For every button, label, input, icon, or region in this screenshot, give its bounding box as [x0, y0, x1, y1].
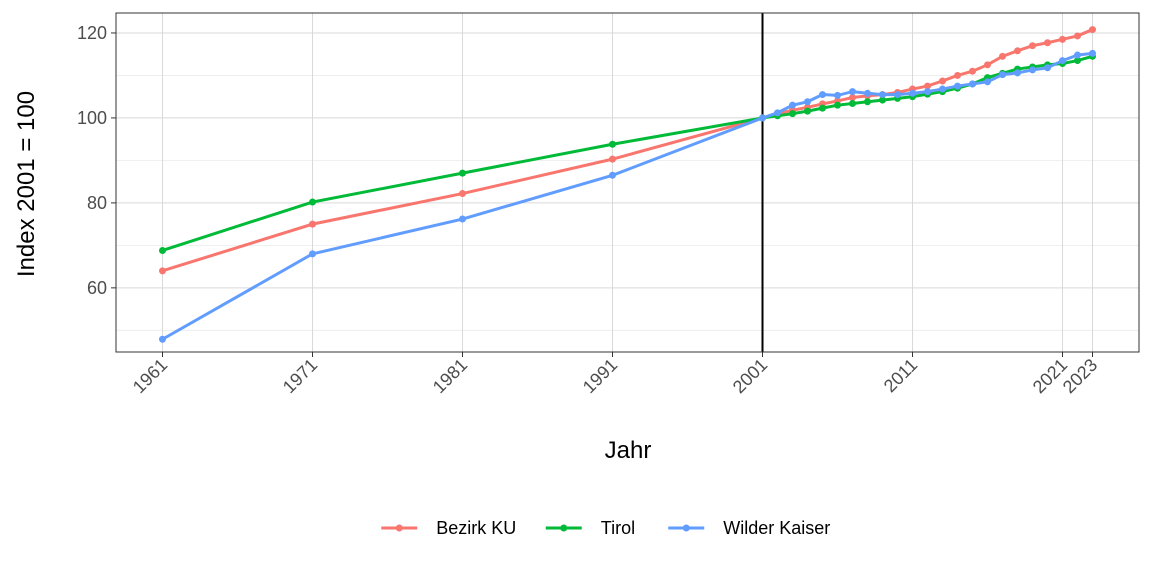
data-point: [459, 190, 466, 198]
data-point: [459, 169, 466, 177]
y-tick-label: 80: [87, 193, 107, 213]
data-point: [309, 250, 316, 258]
data-point: [1044, 39, 1051, 47]
x-tick-label: 1961: [129, 355, 171, 397]
data-point: [984, 61, 991, 69]
x-tick-label: 1971: [279, 355, 321, 397]
legend-label: Tirol: [601, 518, 635, 538]
y-tick-label: 120: [77, 23, 107, 43]
data-point: [954, 71, 961, 79]
data-point: [1059, 57, 1066, 65]
data-point: [864, 98, 871, 106]
x-tick-label: 2023: [1059, 355, 1101, 397]
legend-marker: [395, 524, 403, 532]
data-point: [954, 82, 961, 90]
x-tick-label: 2001: [729, 355, 771, 397]
data-point: [759, 114, 766, 122]
data-point: [459, 215, 466, 223]
data-point: [159, 267, 166, 275]
data-point: [969, 67, 976, 75]
data-point: [879, 96, 886, 104]
y-axis-title: Index 2001 = 100: [13, 91, 40, 277]
x-tick-label: 2011: [880, 355, 922, 397]
plot-border: [115, 12, 1140, 353]
data-point: [834, 101, 841, 109]
x-tick-label: 1981: [429, 355, 471, 397]
data-point: [999, 52, 1006, 60]
data-point: [1089, 49, 1096, 57]
data-point: [309, 220, 316, 228]
data-point: [1074, 51, 1081, 59]
data-point: [1014, 69, 1021, 77]
x-tick-label: 1991: [579, 355, 621, 397]
x-axis-title: Jahr: [605, 437, 652, 464]
series-line: [162, 28, 1094, 273]
data-point: [984, 78, 991, 86]
data-point: [819, 91, 826, 99]
data-point: [1059, 35, 1066, 43]
data-point: [789, 101, 796, 109]
data-point: [969, 80, 976, 88]
data-point: [159, 335, 166, 343]
data-point: [1029, 42, 1036, 50]
data-point: [1014, 47, 1021, 55]
data-point: [819, 104, 826, 112]
data-point: [1044, 64, 1051, 72]
data-point: [774, 109, 781, 117]
data-point: [849, 94, 856, 102]
data-point: [939, 85, 946, 93]
y-tick-label: 100: [77, 108, 107, 128]
data-point: [609, 155, 616, 163]
data-point: [879, 91, 886, 99]
data-point: [849, 88, 856, 96]
data-point: [999, 71, 1006, 79]
data-point: [834, 91, 841, 99]
y-tick-label: 60: [87, 278, 107, 298]
legend-marker: [682, 524, 690, 532]
data-point: [309, 198, 316, 206]
legend-label: Wilder Kaiser: [723, 518, 830, 538]
data-point: [804, 98, 811, 106]
data-point: [804, 107, 811, 115]
data-point: [939, 77, 946, 85]
data-point: [864, 89, 871, 97]
data-point: [909, 89, 916, 97]
legend-item: Tirol: [545, 518, 635, 538]
legend-marker: [560, 524, 568, 532]
legend-label: Bezirk KU: [436, 518, 516, 538]
data-point: [1029, 66, 1036, 74]
data-point: [849, 99, 856, 107]
legend-item: Wilder Kaiser: [668, 518, 830, 538]
legend-item: Bezirk KU: [381, 518, 516, 538]
data-point: [609, 171, 616, 179]
series-line: [161, 51, 1093, 341]
data-point: [894, 91, 901, 99]
data-point: [609, 140, 616, 148]
data-point: [159, 246, 166, 254]
data-point: [789, 110, 796, 118]
data-point: [924, 82, 931, 90]
data-point: [924, 88, 931, 96]
data-point: [1074, 57, 1081, 65]
data-point: [1089, 26, 1096, 34]
data-point: [1074, 32, 1081, 40]
